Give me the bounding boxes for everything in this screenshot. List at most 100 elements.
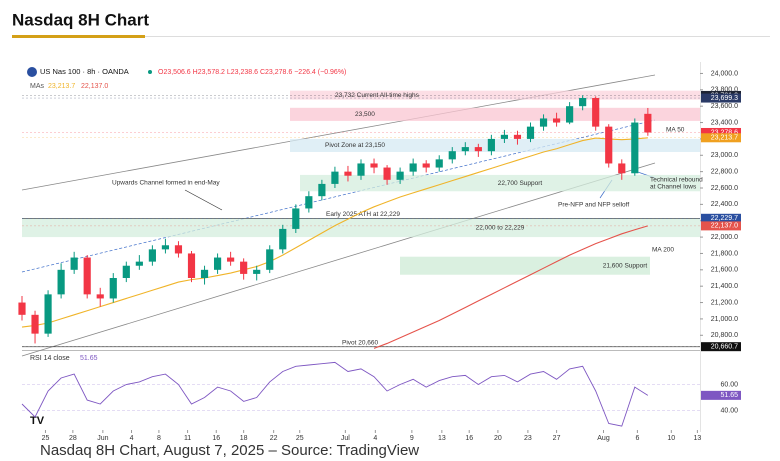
price-badge-label: 20,660.7 bbox=[711, 344, 738, 351]
x-tick-label: 25 bbox=[42, 435, 50, 442]
x-tick-label: 6 bbox=[635, 435, 639, 442]
candle-body bbox=[292, 208, 300, 229]
price-badge bbox=[701, 213, 741, 223]
candle-body bbox=[396, 171, 404, 180]
x-tick-label: 9 bbox=[410, 435, 414, 442]
y-tick-label: 23,800.0 bbox=[711, 87, 738, 94]
x-tick-label: 22 bbox=[270, 435, 278, 442]
title-rule bbox=[145, 36, 770, 37]
candle-body bbox=[18, 302, 26, 315]
rsi-badge bbox=[701, 390, 741, 400]
price-badge bbox=[701, 133, 741, 143]
level-label: Pivot 20,660 bbox=[342, 339, 379, 346]
channel-lower bbox=[21, 162, 656, 357]
annotation: at Channel lows bbox=[650, 184, 697, 191]
candle-body bbox=[448, 151, 456, 160]
price-badge-label: 22,229.7 bbox=[711, 215, 738, 222]
x-tick-label: 28 bbox=[69, 435, 77, 442]
candle-body bbox=[305, 196, 313, 209]
status-dot bbox=[148, 70, 152, 74]
candle-body bbox=[344, 171, 352, 176]
ma-label: MA 50 bbox=[666, 127, 685, 134]
candle-body bbox=[135, 261, 143, 266]
candle-body bbox=[539, 118, 548, 127]
y-tick-label: 21,200.0 bbox=[711, 299, 738, 306]
candle-body bbox=[96, 294, 104, 299]
price-badge-label: 22,137.0 bbox=[711, 223, 738, 230]
candle-body bbox=[200, 269, 209, 278]
y-tick-label: 24,000.0 bbox=[711, 70, 738, 77]
x-tick-label: 16 bbox=[465, 435, 473, 442]
candle-body bbox=[122, 265, 130, 278]
ohlc: O23,506.6 H23,578.2 L23,238.6 C23,278.6 … bbox=[158, 69, 346, 76]
candle-body bbox=[279, 228, 287, 250]
title-underline bbox=[12, 35, 145, 38]
annotation: Technical rebound bbox=[650, 177, 703, 184]
zone-label: Pivot Zone at 23,150 bbox=[325, 142, 385, 149]
logo: TV bbox=[30, 415, 45, 427]
x-tick-label: 8 bbox=[157, 435, 161, 442]
ma-legend-label: MAs bbox=[30, 83, 45, 90]
price-badge bbox=[701, 93, 741, 103]
candle-body bbox=[461, 147, 469, 152]
y-tick-label: 22,000.0 bbox=[711, 234, 738, 241]
candle-body bbox=[605, 126, 613, 164]
level-label: Early 2025 ATH at 22,229 bbox=[326, 211, 400, 218]
candle-body bbox=[174, 245, 183, 254]
rsi-badge-label: 51.65 bbox=[720, 392, 738, 399]
x-tick-label: 23 bbox=[524, 435, 532, 442]
candle-body bbox=[187, 253, 196, 278]
caption: Nasdaq 8H Chart, August 7, 2025 – Source… bbox=[40, 442, 419, 459]
x-tick-label: 11 bbox=[184, 435, 191, 442]
y-tick-label: 23,400.0 bbox=[711, 119, 738, 126]
candle-body bbox=[618, 163, 626, 174]
x-tick-label: 10 bbox=[667, 435, 675, 442]
candle-body bbox=[500, 134, 509, 139]
candle-body bbox=[109, 278, 117, 299]
candle-body bbox=[227, 257, 235, 262]
price-badge-label: 23,278.6 bbox=[711, 129, 738, 136]
candle-body bbox=[409, 163, 417, 172]
zone bbox=[400, 256, 650, 275]
candle-body bbox=[357, 163, 365, 176]
candle-body bbox=[579, 98, 587, 107]
zone-label: 23,500 bbox=[355, 111, 375, 118]
candle-body bbox=[383, 167, 391, 180]
x-tick-label: 25 bbox=[296, 435, 304, 442]
price-badge-label: 23,213.7 bbox=[711, 135, 738, 142]
candle-body bbox=[631, 122, 639, 174]
y-tick-label: 20,800.0 bbox=[711, 332, 738, 339]
candle-body bbox=[31, 314, 39, 334]
price-badge bbox=[701, 127, 741, 137]
candle-body bbox=[83, 257, 91, 295]
candle-body bbox=[552, 118, 561, 123]
symbol-icon bbox=[27, 67, 37, 77]
candle-body bbox=[513, 134, 522, 139]
y-tick-label: 21,800.0 bbox=[711, 250, 738, 257]
y-tick-label: 23,000.0 bbox=[711, 152, 738, 159]
price-badge bbox=[701, 221, 741, 231]
x-tick-label: 13 bbox=[693, 435, 701, 442]
price-badge-label: 23,699.3 bbox=[711, 95, 738, 102]
zone bbox=[290, 90, 700, 100]
ma-line bbox=[21, 137, 648, 328]
candle-body bbox=[44, 294, 52, 334]
zone-label: 21,600 Support bbox=[603, 262, 648, 269]
title: Nasdaq 8H Chart bbox=[12, 10, 149, 29]
x-tick-label: 4 bbox=[130, 435, 134, 442]
x-tick-label: Jun bbox=[97, 435, 108, 442]
candle-body bbox=[161, 245, 170, 250]
candle-body bbox=[148, 249, 156, 262]
y-tick-label: 22,600.0 bbox=[711, 185, 738, 192]
x-tick-label: 20 bbox=[494, 435, 502, 442]
x-tick-label: 18 bbox=[240, 435, 248, 442]
y-tick-label: 23,600.0 bbox=[711, 103, 738, 110]
rsi-line bbox=[21, 361, 649, 427]
rsi-tick-label: 60.00 bbox=[720, 381, 738, 388]
annotation: Pre-NFP and NFP selloff bbox=[558, 202, 629, 209]
ma-legend-value: 22,137.0 bbox=[81, 83, 108, 90]
rsi-legend: RSI 14 close bbox=[30, 355, 70, 362]
candle-body bbox=[592, 98, 600, 127]
